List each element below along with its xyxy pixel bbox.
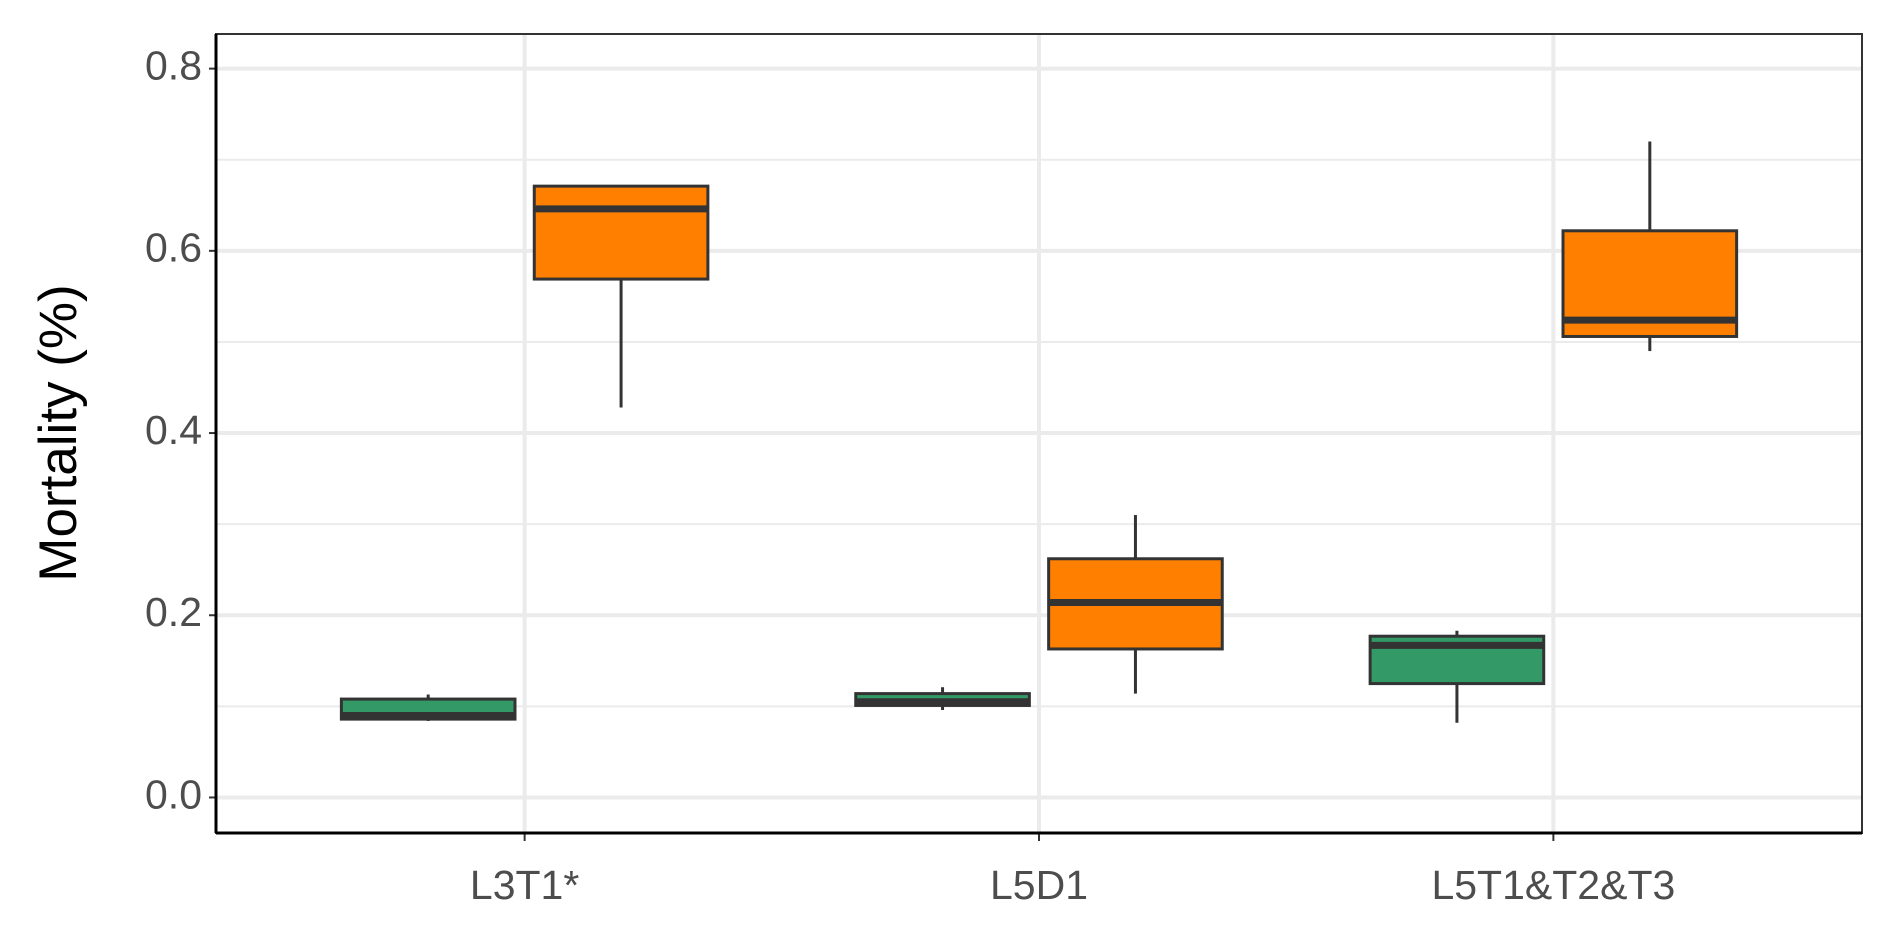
y-tick-label: 0.6: [145, 225, 202, 271]
y-tick-label: 0.0: [145, 771, 202, 817]
y-tick-label: 0.2: [145, 589, 202, 635]
y-tick-label: 0.4: [145, 407, 202, 453]
x-tick-label: L5T1&T2&T3: [1431, 862, 1675, 908]
y-axis-title: Mortality (%): [29, 284, 88, 581]
x-tick-label: L3T1*: [470, 862, 579, 908]
box: [532, 184, 710, 281]
y-tick-label: 0.8: [145, 42, 202, 88]
x-tick-label: L5D1: [990, 862, 1088, 908]
